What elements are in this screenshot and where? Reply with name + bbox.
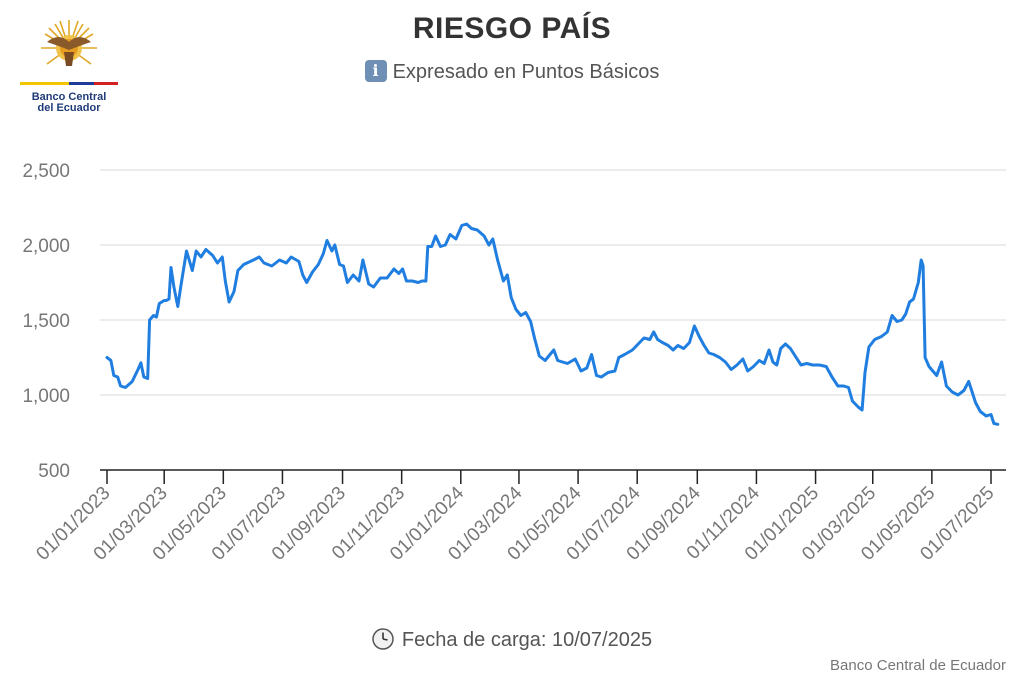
upload-date-text: Fecha de carga: 10/07/2025: [401, 629, 653, 651]
condor-emblem-icon: [20, 20, 118, 85]
logo-line-1: Banco Central: [31, 91, 107, 103]
clock-icon: [372, 628, 394, 650]
upload-date: Fecha de carga: 10/07/2025: [0, 628, 1024, 652]
series-line: [105, 222, 1000, 426]
y-tick-label: 1,500: [22, 311, 70, 332]
line-chart: 5001,0001,5002,0002,50001/01/202301/03/2…: [22, 161, 1006, 565]
chart-subtitle: i Expresado en Puntos Básicos: [0, 60, 1024, 84]
info-icon: i: [364, 60, 387, 82]
chart-title: RIESGO PAÍS: [412, 12, 612, 45]
y-tick-label: 2,000: [22, 236, 70, 257]
subtitle-text: Expresado en Puntos Básicos: [392, 61, 660, 83]
y-tick-label: 2,500: [22, 161, 70, 182]
y-tick-label: 500: [38, 461, 70, 482]
y-tick-label: 1,000: [22, 386, 70, 407]
source-credit: Banco Central de Ecuador: [830, 657, 1006, 674]
logo-line-2: del Ecuador: [37, 102, 101, 114]
bank-logo: Banco Central del Ecuador: [16, 14, 122, 118]
